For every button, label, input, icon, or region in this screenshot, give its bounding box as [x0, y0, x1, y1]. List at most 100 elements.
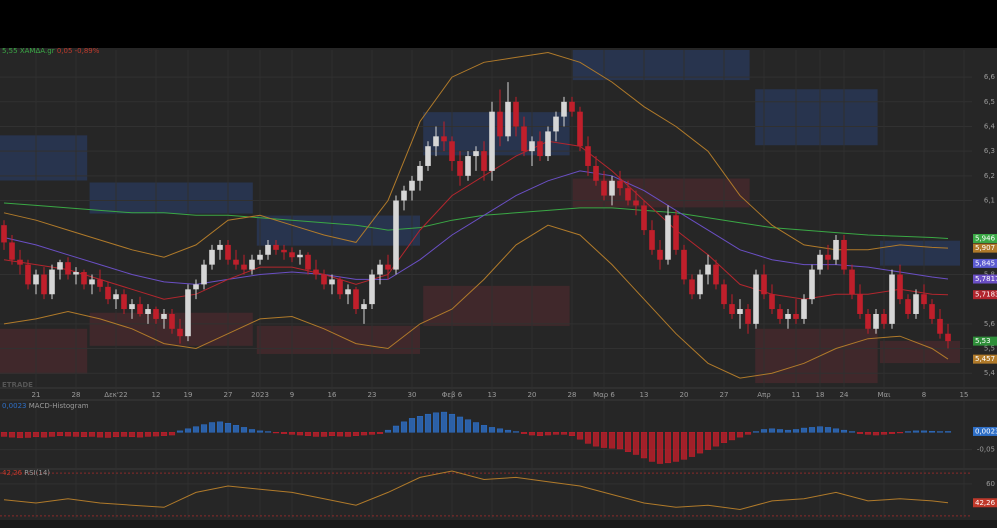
histogram-bar — [376, 432, 384, 434]
candle-body — [945, 333, 951, 342]
candle-body — [689, 279, 695, 295]
histogram-bar — [472, 422, 480, 433]
histogram-bar — [568, 432, 576, 436]
histogram-bar — [696, 432, 704, 454]
histogram-bar — [584, 432, 592, 444]
candle-body — [617, 180, 623, 189]
supply-zone — [0, 135, 88, 181]
histogram-bar — [592, 432, 600, 447]
candle-body — [105, 286, 111, 300]
indicator-line — [3, 51, 949, 258]
supply-zone — [880, 240, 960, 266]
candle-body — [601, 180, 607, 196]
candle-body — [449, 141, 455, 162]
histogram-bar — [48, 432, 56, 437]
candle-body — [369, 274, 375, 305]
candle-body — [857, 294, 863, 314]
candle-body — [361, 304, 367, 310]
candle-body — [345, 289, 351, 295]
histogram-bar — [16, 432, 24, 439]
histogram-bar — [424, 413, 432, 433]
candle-body — [265, 244, 271, 255]
histogram-bar — [0, 432, 8, 437]
histogram-bar — [264, 431, 272, 433]
candle-body — [641, 205, 647, 231]
histogram-bar — [720, 432, 728, 443]
candle-body — [649, 230, 655, 250]
candle-body — [169, 313, 175, 329]
candle-body — [673, 215, 679, 250]
candle-body — [801, 299, 807, 319]
candle-body — [753, 274, 759, 324]
histogram-bar — [784, 429, 792, 433]
candle-body — [625, 188, 631, 201]
histogram-bar — [488, 427, 496, 433]
candle-body — [937, 318, 943, 334]
candle-body — [785, 313, 791, 319]
header-symbol: ΧΑΜΔΑ.gr — [20, 47, 55, 55]
histogram-bar — [184, 428, 192, 433]
histogram-bar — [632, 432, 640, 455]
candle-body — [41, 274, 47, 295]
histogram-bar — [480, 425, 488, 433]
histogram-bar — [88, 432, 96, 437]
histogram-bar — [216, 421, 224, 433]
demand-zone — [423, 285, 570, 326]
candle-body — [9, 242, 15, 260]
candle-body — [337, 279, 343, 295]
histogram-bar — [464, 419, 472, 433]
candle-body — [865, 313, 871, 329]
y-tick-label: 6,5 — [984, 98, 995, 106]
candle-body — [681, 249, 687, 280]
histogram-bar — [536, 432, 544, 436]
candle-body — [609, 180, 615, 196]
x-tick-label: Μαι — [877, 391, 891, 399]
candle-body — [897, 274, 903, 300]
price-tag-label: 5,845 — [975, 259, 995, 267]
x-tick-label: Μαρ 6 — [593, 391, 615, 399]
candle-body — [825, 254, 831, 260]
candle-body — [241, 264, 247, 270]
histogram-bar — [840, 429, 848, 433]
histogram-bar — [776, 429, 784, 433]
candle-body — [57, 262, 63, 270]
histogram-bar — [928, 430, 936, 433]
y-tick-label: 6,6 — [984, 73, 996, 81]
candle-body — [145, 309, 151, 314]
histogram-bar — [608, 432, 616, 449]
candle-body — [873, 313, 879, 329]
histogram-bar — [512, 431, 520, 433]
histogram-bar — [416, 416, 424, 433]
candle-body — [929, 304, 935, 319]
candle-body — [713, 264, 719, 285]
candle-body — [833, 239, 839, 260]
candle-body — [121, 294, 127, 310]
histogram-bar — [144, 432, 152, 437]
histogram-bar — [56, 432, 64, 436]
candle-body — [569, 101, 575, 112]
histogram-bar — [336, 432, 344, 437]
panel-name: MACD-Histogram — [29, 402, 89, 410]
x-tick-label: 23 — [368, 391, 377, 399]
header: 5,55 ΧΑΜΔΑ.gr 0,05 -0,89% — [2, 47, 100, 55]
histogram-bar — [384, 429, 392, 433]
histogram-bar — [672, 432, 680, 462]
candle-body — [193, 284, 199, 290]
candle-body — [385, 264, 391, 270]
histogram-bar — [352, 432, 360, 436]
histogram-bar — [312, 432, 320, 437]
candle-body — [465, 156, 471, 176]
candle-body — [889, 274, 895, 324]
candle-body — [513, 101, 519, 127]
histogram-bar — [936, 431, 944, 433]
candle-body — [233, 259, 239, 265]
candle-body — [913, 294, 919, 314]
histogram-bar — [832, 428, 840, 433]
candle-body — [297, 254, 303, 258]
histogram-bar — [504, 429, 512, 433]
candle-body — [665, 215, 671, 260]
candle-body — [777, 309, 783, 319]
panel-title: 42,26 RSI(14) — [2, 469, 50, 477]
histogram-bar — [544, 432, 552, 436]
demand-zone — [572, 178, 750, 208]
